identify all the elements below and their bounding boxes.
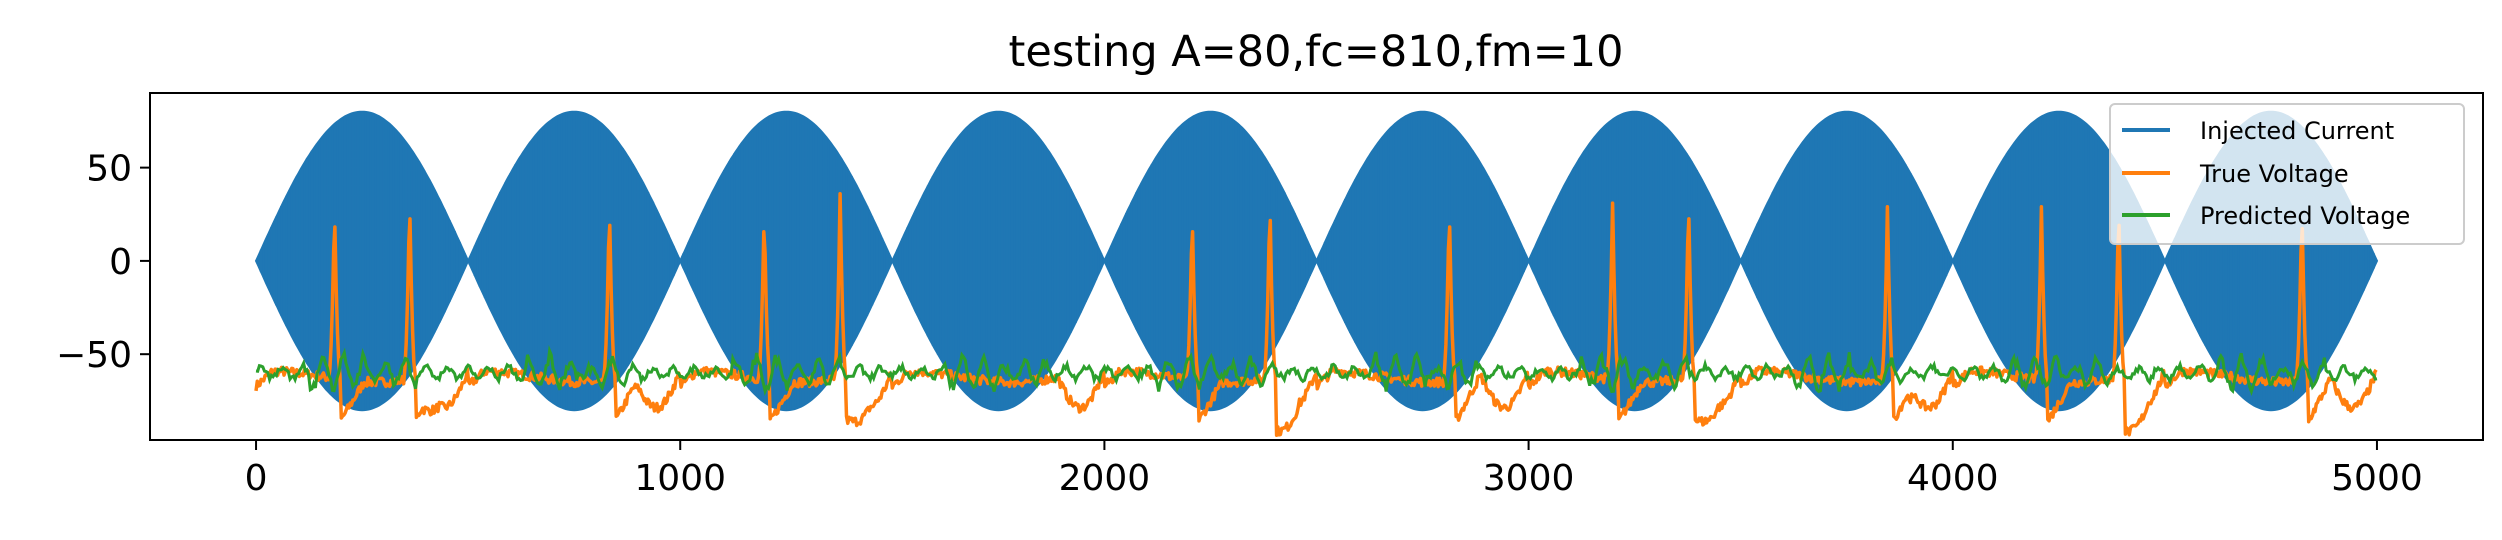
plot-frame bbox=[149, 92, 2484, 441]
injected-current-texture bbox=[259, 111, 2375, 411]
x-axis: 0 1000 2000 3000 4000 5000 bbox=[245, 440, 2423, 499]
x-tick-label: 4000 bbox=[1907, 458, 1999, 499]
true-voltage-series bbox=[254, 191, 2378, 437]
y-tick-label: 0 bbox=[109, 242, 132, 283]
legend-label-predicted-voltage: Predicted Voltage bbox=[2200, 202, 2410, 230]
legend: Injected Current True Voltage Predicted … bbox=[2109, 103, 2465, 245]
x-tick-label: 5000 bbox=[2331, 458, 2423, 499]
chart-title: testing A=80,fc=810,fm=10 bbox=[1009, 27, 1624, 77]
legend-label-injected-current: Injected Current bbox=[2200, 117, 2394, 145]
y-tick-label: 50 bbox=[86, 149, 132, 190]
x-tick-label: 1000 bbox=[634, 458, 726, 499]
legend-box bbox=[2109, 103, 2465, 245]
x-tick-label: 0 bbox=[245, 458, 268, 499]
legend-label-true-voltage: True Voltage bbox=[2199, 160, 2349, 188]
y-tick-label: −50 bbox=[56, 335, 132, 376]
x-tick-label: 3000 bbox=[1483, 458, 1575, 499]
x-tick-label: 2000 bbox=[1059, 458, 1151, 499]
predicted-voltage-series bbox=[255, 345, 2378, 396]
y-axis: −50 0 50 bbox=[56, 149, 150, 376]
plot-series bbox=[254, 110, 2379, 437]
